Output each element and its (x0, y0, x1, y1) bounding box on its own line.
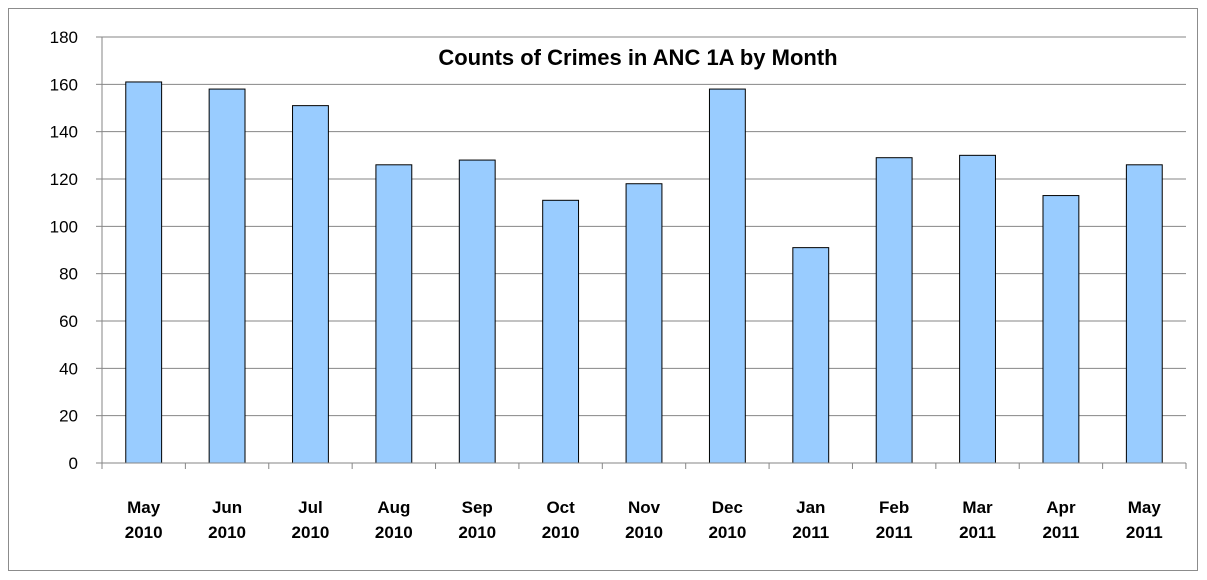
bar-jul-2010 (292, 105, 329, 464)
x-tick-label: 2010 (375, 523, 413, 542)
x-tick-labels: May 2010 Jun 2010 Jul 2010 Aug 2010 Sep 2010 Oct 20… (125, 498, 1163, 542)
x-tick-label: Nov (628, 498, 661, 517)
chart-title: Counts of Crimes in ANC 1A by Month (438, 45, 837, 70)
x-tick-label: Dec (712, 498, 743, 517)
bar-sep-2010 (458, 159, 496, 464)
bar-dec-2010 (708, 88, 746, 464)
x-tick-label: Apr (1046, 498, 1076, 517)
bar-may-2010 (125, 81, 163, 464)
y-tick-label: 20 (59, 407, 78, 426)
x-tick-label: Sep (462, 498, 493, 517)
bar-aug-2010 (375, 164, 413, 464)
y-tick-label: 60 (59, 312, 78, 331)
axes (96, 36, 1187, 469)
x-tick-label: 2010 (208, 523, 246, 542)
x-tick-label: 2011 (959, 523, 996, 542)
y-tick-label: 160 (50, 75, 78, 94)
x-tick-label: 2010 (625, 523, 663, 542)
x-tick-label: Jun (212, 498, 242, 517)
bar-mar-2011 (959, 154, 996, 464)
bar-jun-2010 (208, 88, 246, 464)
bar-oct-2010 (542, 199, 580, 464)
y-tick-label: 140 (50, 123, 78, 142)
x-tick-label: 2010 (125, 523, 163, 542)
x-tick-label: Oct (546, 498, 575, 517)
bar-feb-2011 (875, 157, 913, 464)
bar-jan-2011 (792, 247, 830, 464)
x-tick-label: May (127, 498, 161, 517)
y-tick-label: 0 (69, 454, 78, 473)
bar-may-2011 (1125, 164, 1163, 464)
x-tick-label: Aug (377, 498, 410, 517)
bars (125, 81, 1163, 464)
y-tick-label: 120 (50, 170, 78, 189)
x-tick-label: 2011 (1126, 523, 1163, 542)
bar-nov-2010 (625, 183, 663, 464)
x-tick-label: 2010 (292, 523, 330, 542)
x-tick-label: Mar (962, 498, 993, 517)
bar-apr-2011 (1042, 195, 1080, 464)
x-tick-label: 2011 (876, 523, 913, 542)
x-tick-label: 2011 (792, 523, 829, 542)
y-tick-label: 40 (59, 359, 78, 378)
gridlines (102, 36, 1186, 417)
x-tick-label: 2010 (458, 523, 496, 542)
x-tick-label: Jan (796, 498, 825, 517)
x-tick-label: May (1128, 498, 1162, 517)
x-tick-label: Feb (879, 498, 909, 517)
chart-frame (8, 8, 1198, 571)
y-tick-label: 80 (59, 265, 78, 284)
y-tick-labels: 0 20 40 60 80 100 120 140 160 180 (50, 28, 78, 473)
x-tick-label: 2011 (1042, 523, 1079, 542)
y-tick-label: 100 (50, 217, 78, 236)
x-tick-label: 2010 (542, 523, 580, 542)
y-tick-label: 180 (50, 28, 78, 47)
x-tick-label: Jul (298, 498, 323, 517)
x-tick-label: 2010 (708, 523, 746, 542)
